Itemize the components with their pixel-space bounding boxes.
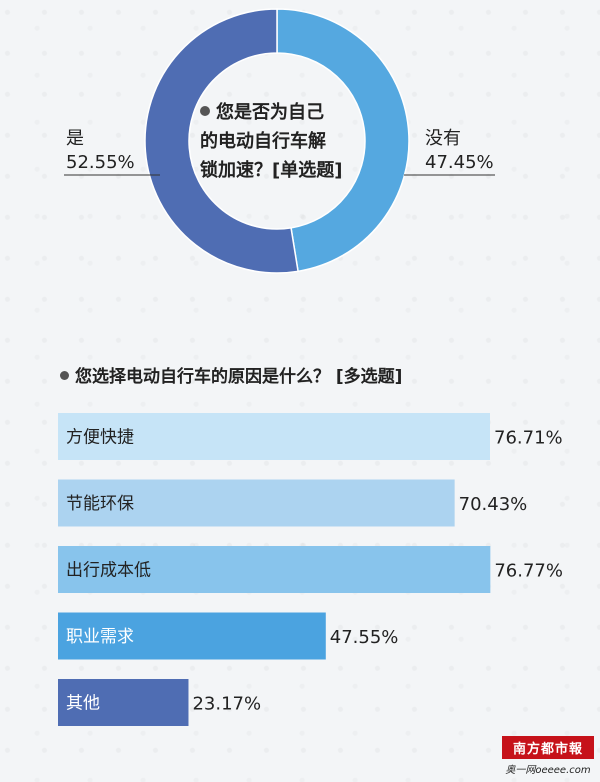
bullet-dot-icon (60, 371, 69, 380)
bar-category-label: 职业需求 (66, 627, 134, 647)
donut-chart (64, 8, 495, 274)
donut-slice-yes (144, 8, 299, 274)
bar-value-label: 70.43% (459, 494, 528, 515)
bar-4 (58, 612, 326, 660)
slice-label-no-name: 没有 (425, 128, 461, 149)
slice-label-yes-value: 52.55% (66, 152, 135, 173)
donut-slice-no (276, 8, 410, 273)
donut-title: 您是否为自己 的电动自行车解 锁加速？[单选题] (200, 98, 370, 185)
bar-category-label: 节能环保 (66, 494, 134, 514)
bar-chart-title: 您选择电动自行车的原因是什么？ [多选题] (60, 362, 402, 387)
donut-title-line-1: 您是否为自己 (200, 98, 370, 127)
watermark: 南方都市報 奥一网oeeee.com (502, 736, 594, 776)
slice-label-no-value: 47.45% (425, 152, 494, 173)
bullet-dot-icon (200, 106, 210, 116)
bar-value-label: 47.55% (330, 627, 399, 648)
slice-label-no: 没有 47.45% (425, 127, 494, 175)
donut-title-line-3: 锁加速？[单选题] (200, 160, 343, 181)
bar-3 (58, 546, 491, 593)
bar-2 (58, 479, 455, 527)
watermark-logo: 南方都市報 (502, 736, 594, 759)
slice-label-yes-name: 是 (66, 128, 84, 149)
bar-value-label: 23.17% (192, 694, 261, 715)
watermark-subtext: 奥一网oeeee.com (505, 765, 591, 776)
bar-category-label: 方便快捷 (66, 428, 134, 448)
bar-5 (58, 679, 189, 726)
bar-category-label: 其他 (66, 694, 100, 714)
bar-category-label: 出行成本低 (66, 561, 151, 581)
slice-label-yes: 是 52.55% (66, 127, 135, 175)
bar-value-label: 76.77% (494, 561, 563, 582)
bar-value-label: 76.71% (494, 428, 563, 449)
donut-title-line-2: 的电动自行车解 (200, 131, 326, 152)
bar-1 (58, 413, 490, 460)
